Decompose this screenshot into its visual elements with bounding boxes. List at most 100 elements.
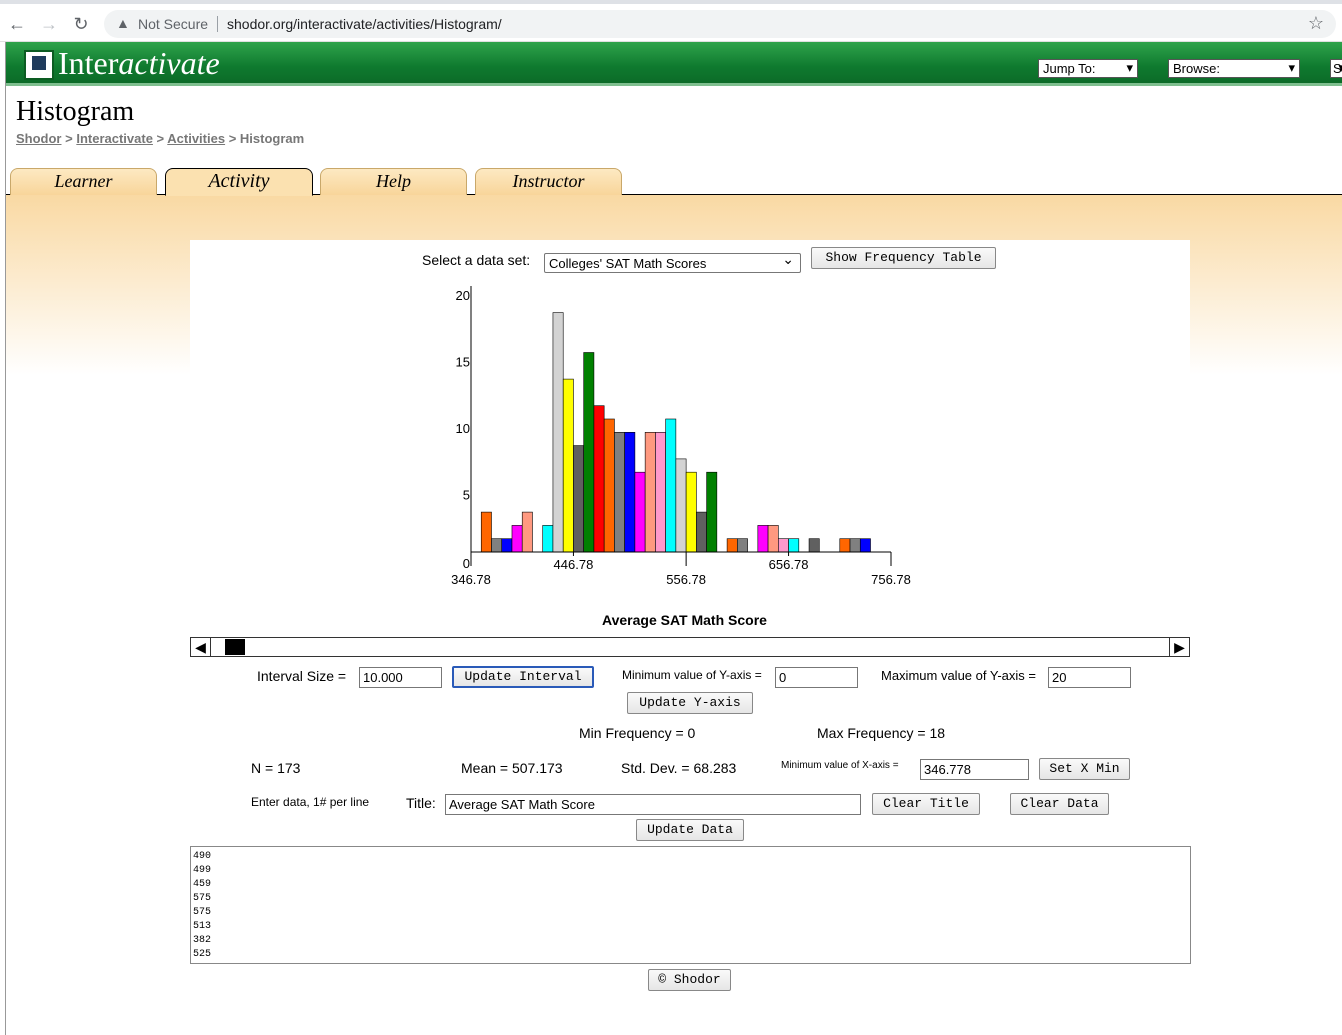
x-axis-scrollbar[interactable]: ◀ ▶ — [190, 637, 1190, 657]
histogram-bar — [480, 511, 492, 553]
histogram-bar — [706, 471, 718, 553]
y-axis-ticks: 20 15 10 5 0 — [456, 288, 470, 571]
histogram-bar — [839, 538, 851, 553]
x-axis-ticks: 446.78 656.78 346.78 556.78 756.78 — [451, 552, 911, 587]
left-border — [5, 42, 6, 1035]
scroll-thumb[interactable] — [225, 639, 245, 655]
y-tick-label: 10 — [456, 421, 470, 436]
histogram-bar — [655, 432, 666, 553]
browse-select[interactable]: Browse: — [1168, 59, 1300, 78]
y-tick-label: 20 — [456, 288, 470, 303]
histogram-bar — [634, 471, 646, 553]
histogram-bar — [573, 445, 584, 553]
search-select-partial[interactable]: S — [1330, 59, 1342, 78]
show-frequency-table-button[interactable]: Show Frequency Table — [811, 247, 996, 269]
y-min-input[interactable]: 0 — [775, 667, 858, 688]
update-y-axis-button[interactable]: Update Y-axis — [627, 692, 753, 714]
histogram-bar — [624, 432, 636, 553]
breadcrumb-interactivate[interactable]: Interactivate — [76, 131, 153, 146]
address-bar[interactable]: ▲ Not Secure shodor.org/interactivate/ac… — [104, 10, 1336, 38]
tab-activity[interactable]: Activity — [165, 168, 313, 196]
x-tick-label: 556.78 — [666, 572, 706, 587]
histogram-bar — [491, 538, 503, 553]
x-tick-label: 446.78 — [554, 557, 594, 572]
clear-data-button[interactable]: Clear Data — [1010, 793, 1109, 815]
breadcrumb: Shodor > Interactivate > Activities > Hi… — [16, 131, 305, 146]
interactivate-logo-icon — [24, 50, 54, 80]
bookmark-star-icon[interactable]: ☆ — [1307, 13, 1324, 33]
max-frequency: Max Frequency = 18 — [817, 725, 946, 741]
histogram-bar — [726, 538, 738, 553]
data-line: 525 — [193, 949, 212, 960]
breadcrumb-activities[interactable]: Activities — [167, 131, 226, 146]
set-x-min-button[interactable]: Set X Min — [1039, 758, 1130, 780]
reload-icon[interactable]: ↻ — [73, 14, 89, 34]
breadcrumb-shodor[interactable]: Shodor — [16, 131, 62, 146]
histogram-bar — [552, 312, 564, 553]
site-logo[interactable]: Interactivate — [58, 45, 220, 81]
histogram-bar — [593, 405, 605, 553]
update-interval-button[interactable]: Update Interval — [452, 666, 594, 688]
min-frequency: Min Frequency = 0 — [579, 725, 696, 741]
data-line: 459 — [193, 879, 212, 890]
histogram-bar — [521, 511, 533, 553]
tab-learner[interactable]: Learner — [10, 168, 157, 195]
scroll-right-icon[interactable]: ▶ — [1169, 638, 1189, 656]
jump-to-select[interactable]: Jump To: — [1038, 59, 1138, 78]
y-tick-label: 5 — [463, 488, 470, 503]
site-header: Interactivate Jump To: Browse: S — [6, 42, 1342, 86]
histogram-bar — [808, 538, 820, 553]
histogram-bar — [778, 538, 789, 553]
histogram-bar — [757, 525, 769, 553]
interval-size-label: Interval Size = — [257, 668, 347, 684]
data-line: 382 — [193, 935, 212, 946]
histogram-bar — [675, 458, 687, 553]
tab-help[interactable]: Help — [320, 168, 467, 195]
histogram-bar — [859, 538, 871, 553]
histogram-bar — [511, 525, 523, 553]
tab-instructor[interactable]: Instructor — [475, 168, 622, 195]
update-data-button[interactable]: Update Data — [636, 819, 744, 841]
histogram-bar — [614, 432, 625, 553]
x-min-input[interactable]: 346.778 — [920, 759, 1029, 780]
security-label: Not Secure — [138, 16, 209, 32]
histogram-bars — [480, 312, 871, 553]
x-min-label: Minimum value of X-axis = — [781, 760, 899, 771]
data-line: 499 — [193, 865, 212, 876]
x-axis-title: Average SAT Math Score — [602, 612, 767, 628]
histogram-bar — [696, 511, 707, 553]
std-dev-value: Std. Dev. = 68.283 — [621, 760, 737, 776]
histogram-bar — [849, 538, 861, 553]
y-tick-label: 15 — [456, 355, 470, 370]
url-text[interactable]: shodor.org/interactivate/activities/Hist… — [227, 16, 502, 32]
interval-size-input[interactable]: 10.000 — [359, 667, 442, 688]
histogram-bar — [685, 471, 697, 553]
tabs-baseline — [6, 194, 1342, 195]
histogram-bar — [767, 525, 779, 553]
x-tick-label: 756.78 — [871, 572, 911, 587]
forward-icon[interactable]: → — [40, 14, 58, 34]
data-entry-textarea[interactable]: 490 499 459 575 575 513 382 525 — [190, 846, 1191, 964]
warning-icon: ▲ — [116, 15, 130, 31]
y-max-input[interactable]: 20 — [1048, 667, 1131, 688]
y-tick-label: 0 — [463, 556, 470, 571]
histogram-bar — [603, 418, 615, 553]
sample-size: N = 173 — [251, 760, 301, 776]
browser-toolbar: ← → ↻ ▲ Not Secure shodor.org/interactiv… — [0, 0, 1342, 42]
histogram-bar — [665, 418, 677, 553]
histogram-bar — [583, 352, 595, 553]
histogram-bar — [542, 525, 554, 553]
dataset-label: Select a data set: — [422, 252, 531, 268]
data-line: 575 — [193, 893, 212, 904]
shodor-copyright-button[interactable]: © Shodor — [648, 969, 731, 991]
page-title: Histogram — [16, 96, 135, 127]
title-label: Title: — [406, 795, 436, 811]
title-input[interactable]: Average SAT Math Score — [445, 794, 861, 815]
breadcrumb-current: Histogram — [239, 131, 305, 146]
data-line: 490 — [193, 851, 212, 862]
clear-title-button[interactable]: Clear Title — [872, 793, 980, 815]
back-icon[interactable]: ← — [8, 14, 26, 34]
scroll-left-icon[interactable]: ◀ — [191, 638, 211, 656]
histogram-bar — [501, 538, 513, 553]
dataset-select[interactable]: Colleges' SAT Math Scores — [544, 251, 801, 273]
